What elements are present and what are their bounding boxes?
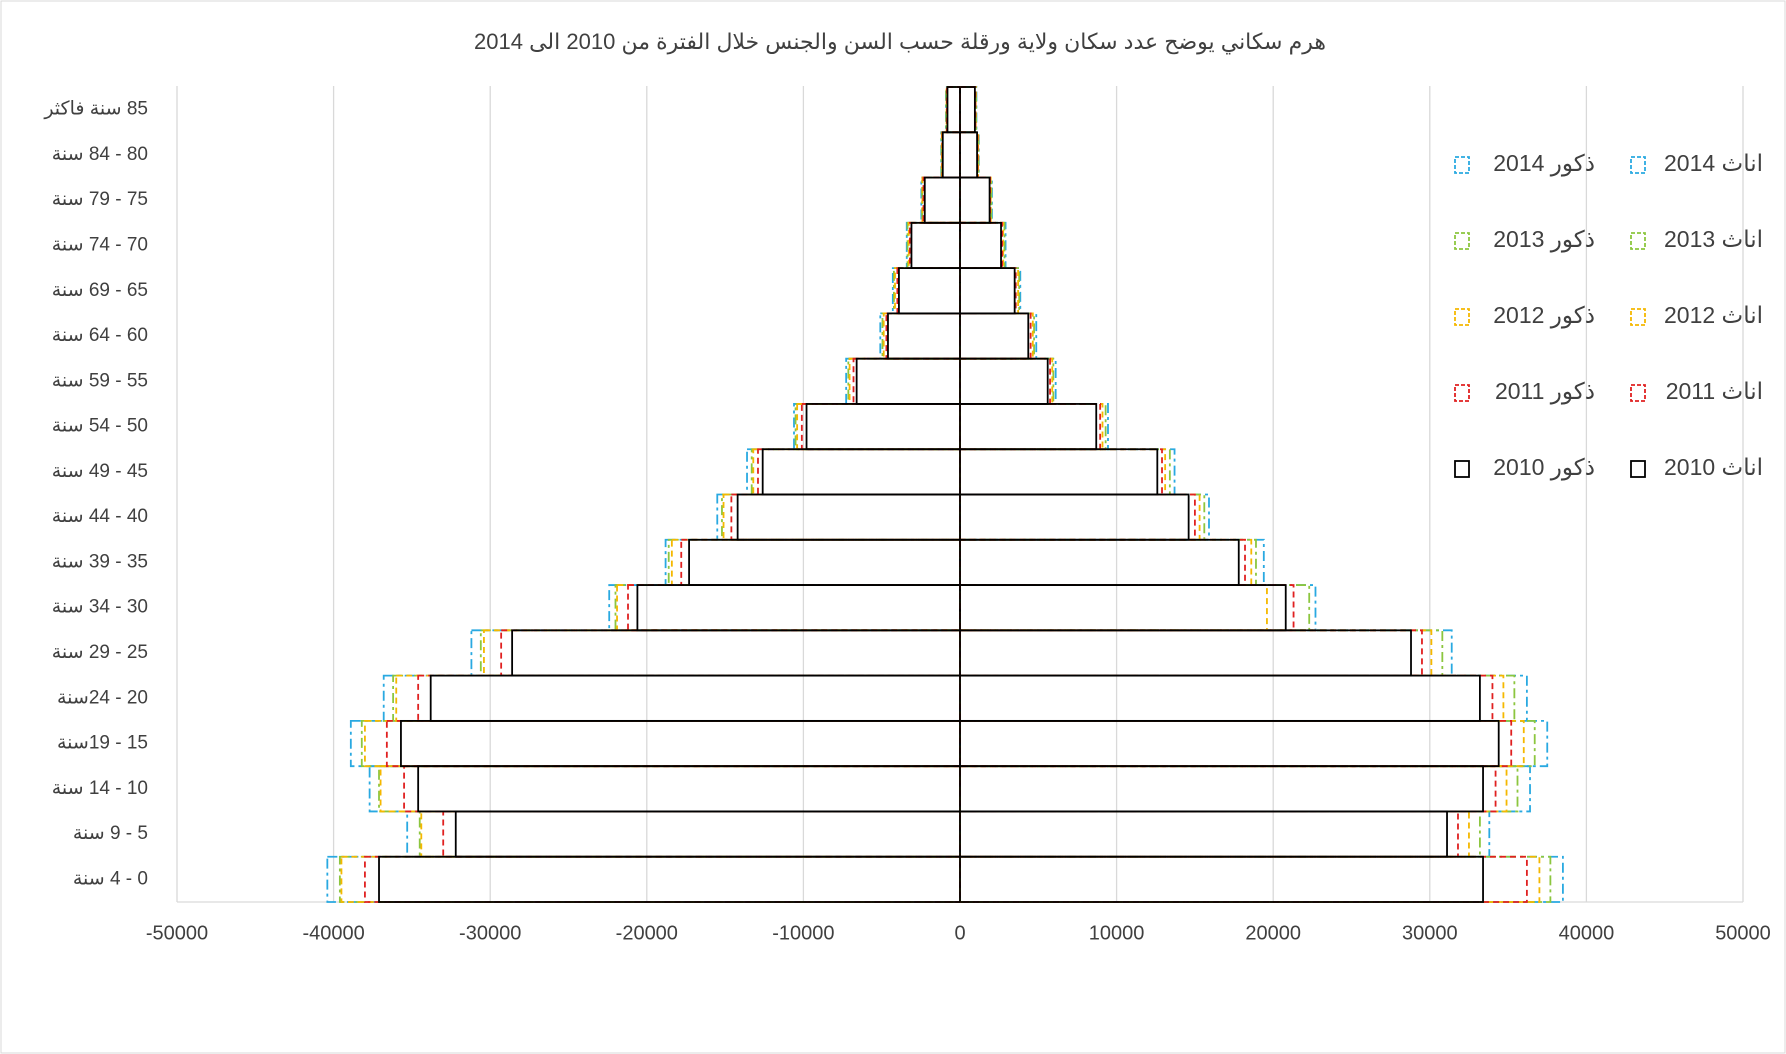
y-tick-label: 0 - 4 سنة — [73, 868, 148, 889]
legend-swatch — [1630, 308, 1646, 326]
y-tick-label: 20 - 24سنة — [57, 687, 148, 708]
bar — [959, 810, 1491, 858]
legend-swatch — [1454, 156, 1470, 174]
legend-label: ذكور 2014 — [1493, 150, 1595, 177]
bar — [959, 765, 1531, 813]
legend-swatch — [1630, 460, 1646, 478]
y-tick-label: 80 - 84 سنة — [52, 144, 148, 165]
legend-label: اناث 2010 — [1664, 454, 1763, 480]
y-tick-label: 5 - 9 سنة — [73, 823, 148, 844]
y-tick-label: 50 - 54 سنة — [52, 416, 148, 437]
y-tick-label: 25 - 29 سنة — [52, 642, 148, 663]
bar — [959, 493, 1206, 541]
bar — [722, 493, 961, 541]
legend-label: اناث 2012 — [1664, 302, 1763, 328]
y-tick-label: 45 - 49 سنة — [52, 461, 148, 482]
legend-label: اناث 2014 — [1664, 150, 1763, 176]
legend-label: ذكور 2010 — [1493, 454, 1595, 481]
legend-swatch — [1454, 460, 1470, 478]
x-tick-label: -40000 — [302, 922, 364, 944]
bar — [946, 86, 961, 134]
y-tick-label: 40 - 44 سنة — [52, 506, 148, 527]
bar — [959, 312, 1038, 360]
legend-swatch — [1454, 384, 1470, 402]
y-tick-label: 85 سنة فاكثر — [43, 99, 148, 120]
legend-swatch — [1454, 232, 1470, 250]
y-tick-label: 70 - 74 سنة — [52, 234, 148, 255]
legend-swatch — [1630, 384, 1646, 402]
y-tick-label: 30 - 34 سنة — [52, 597, 148, 618]
x-tick-label: -20000 — [616, 922, 678, 944]
y-tick-label: 60 - 64 سنة — [52, 325, 148, 346]
legend-swatch — [1630, 232, 1646, 250]
y-tick-label: 65 - 69 سنة — [52, 280, 148, 301]
x-tick-label: 10000 — [1089, 922, 1145, 944]
legend-swatch — [1630, 156, 1646, 174]
x-tick-label: 0 — [954, 922, 965, 944]
x-tick-label: -10000 — [772, 922, 834, 944]
legend-label: اناث 2013 — [1664, 226, 1763, 252]
x-tick-label: 40000 — [1559, 922, 1615, 944]
legend-label: اناث 2011 — [1666, 378, 1763, 404]
bar — [483, 629, 961, 677]
y-tick-label: 15 - 19سنة — [57, 733, 148, 754]
x-tick-label: 50000 — [1715, 922, 1771, 944]
x-tick-label: 30000 — [1402, 922, 1458, 944]
x-tick-label: -30000 — [459, 922, 521, 944]
legend-label: ذكور 2011 — [1495, 378, 1595, 405]
y-tick-label: 10 - 14 سنة — [52, 778, 148, 799]
y-tick-label: 75 - 79 سنة — [52, 189, 148, 210]
x-tick-label: 20000 — [1245, 922, 1301, 944]
legend-label: ذكور 2013 — [1493, 226, 1595, 253]
y-tick-label: 35 - 39 سنة — [52, 551, 148, 572]
y-tick-label: 55 - 59 سنة — [52, 370, 148, 391]
legend-swatch — [1454, 308, 1470, 326]
chart-title: هرم سكاني يوضح عدد سكان ولاية ورقلة حسب … — [474, 29, 1326, 55]
x-tick-label: -50000 — [146, 922, 208, 944]
legend-label: ذكور 2012 — [1493, 302, 1595, 329]
bar — [882, 312, 961, 360]
